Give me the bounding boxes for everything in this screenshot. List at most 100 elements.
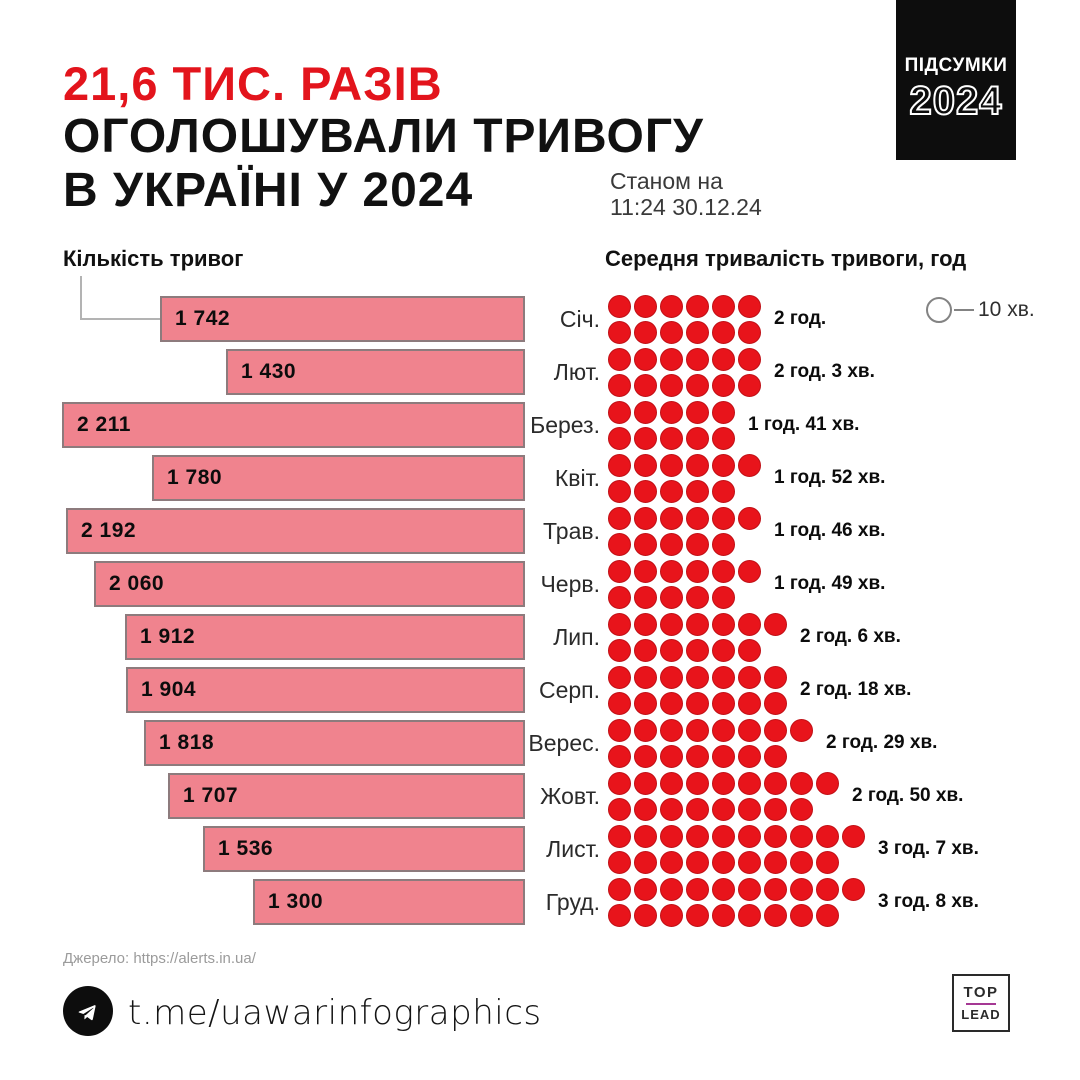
ten-minute-dot-icon bbox=[738, 453, 761, 477]
ten-minute-dot-icon bbox=[608, 744, 631, 768]
duration-dot-group: 1 год. 52 хв. bbox=[608, 452, 885, 504]
alerts-bar: 2 060 bbox=[94, 561, 525, 607]
ten-minute-dot-icon bbox=[738, 347, 761, 371]
bar-value-label: 2 192 bbox=[81, 519, 137, 542]
ten-minute-dot-icon bbox=[712, 559, 735, 583]
duration-label: 3 год. 8 хв. bbox=[878, 891, 979, 912]
ten-minute-dot-icon bbox=[764, 665, 787, 689]
ten-minute-dot-icon bbox=[738, 718, 761, 742]
ten-minute-dot-icon bbox=[660, 797, 683, 821]
ten-minute-dot-icon bbox=[634, 612, 657, 636]
ten-minute-dot-icon bbox=[660, 612, 683, 636]
ten-minute-dot-icon bbox=[660, 400, 683, 424]
toplead-logo: TOP LEAD bbox=[952, 974, 1010, 1032]
duration-label: 1 год. 41 хв. bbox=[748, 414, 860, 435]
ten-minute-dot-icon bbox=[660, 850, 683, 874]
ten-minute-dot-icon bbox=[712, 479, 735, 503]
ten-minute-dot-icon bbox=[842, 824, 865, 848]
ten-minute-dot-icon bbox=[634, 638, 657, 662]
ten-minute-dot-icon bbox=[608, 347, 631, 371]
duration-dot-group: 3 год. 8 хв. bbox=[608, 876, 979, 928]
dot-column bbox=[608, 824, 865, 874]
ten-minute-dot-icon bbox=[738, 320, 761, 344]
ten-minute-dot-icon bbox=[660, 506, 683, 530]
ten-minute-dot-icon bbox=[686, 877, 709, 901]
dot-column bbox=[608, 665, 787, 715]
duration-label: 1 год. 46 хв. bbox=[774, 520, 886, 541]
ten-minute-dot-icon bbox=[660, 426, 683, 450]
ten-minute-dot-icon bbox=[816, 824, 839, 848]
ten-minute-dot-icon bbox=[634, 850, 657, 874]
ten-minute-dot-icon bbox=[712, 347, 735, 371]
ten-minute-dot-icon bbox=[738, 744, 761, 768]
ten-minute-dot-icon bbox=[660, 294, 683, 318]
alerts-bar: 1 912 bbox=[125, 614, 525, 660]
ten-minute-dot-icon bbox=[634, 903, 657, 927]
telegram-plane-glyph bbox=[78, 1005, 96, 1021]
ten-minute-dot-icon bbox=[634, 294, 657, 318]
duration-dot-group: 2 год. 3 хв. bbox=[608, 346, 875, 398]
ten-minute-dot-icon bbox=[660, 479, 683, 503]
ten-minute-dot-icon bbox=[712, 453, 735, 477]
ten-minute-dot-icon bbox=[686, 612, 709, 636]
ten-minute-dot-icon bbox=[634, 320, 657, 344]
duration-label: 2 год. 18 хв. bbox=[800, 679, 912, 700]
ten-minute-dot-icon bbox=[634, 506, 657, 530]
dot-row bbox=[608, 506, 761, 530]
month-label: Лип. bbox=[553, 624, 600, 650]
bar-value-label: 1 707 bbox=[183, 784, 239, 807]
as-of-timestamp: Станом на 11:24 30.12.24 bbox=[610, 168, 762, 220]
ten-minute-dot-icon bbox=[634, 691, 657, 715]
ten-minute-dot-icon bbox=[764, 824, 787, 848]
dot-column bbox=[608, 718, 813, 768]
ten-minute-dot-icon bbox=[608, 400, 631, 424]
ten-minute-dot-icon bbox=[738, 797, 761, 821]
ten-minute-dot-icon bbox=[660, 453, 683, 477]
duration-label: 2 год. 29 хв. bbox=[826, 732, 938, 753]
ten-minute-dot-icon bbox=[712, 426, 735, 450]
header-connector-line bbox=[80, 276, 160, 320]
alerts-bar: 1 707 bbox=[168, 773, 525, 819]
as-of-value: 11:24 30.12.24 bbox=[610, 194, 762, 220]
toplead-logo-divider bbox=[966, 1003, 996, 1005]
duration-label: 3 год. 7 хв. bbox=[878, 838, 979, 859]
dot-row bbox=[608, 559, 761, 583]
ten-minute-dot-icon bbox=[608, 665, 631, 689]
ten-minute-dot-icon bbox=[816, 903, 839, 927]
dot-column bbox=[608, 877, 865, 927]
telegram-handle[interactable]: t.me/uawarinfographics bbox=[128, 993, 542, 1033]
ten-minute-dot-icon bbox=[660, 691, 683, 715]
duration-label: 2 год. 6 хв. bbox=[800, 626, 901, 647]
dot-row bbox=[608, 479, 761, 503]
bar-value-label: 1 430 bbox=[241, 360, 297, 383]
ten-minute-dot-icon bbox=[686, 797, 709, 821]
headline-red: 21,6 ТИС. РАЗІВ bbox=[63, 57, 443, 110]
duration-dot-group: 2 год. 18 хв. bbox=[608, 664, 911, 716]
ten-minute-dot-icon bbox=[608, 718, 631, 742]
dot-column bbox=[608, 294, 761, 344]
ten-minute-dot-icon bbox=[712, 850, 735, 874]
ten-minute-dot-icon bbox=[660, 824, 683, 848]
month-label: Берез. bbox=[530, 412, 600, 438]
ten-minute-dot-icon bbox=[712, 585, 735, 609]
dot-row bbox=[608, 771, 839, 795]
duration-dot-group: 1 год. 41 хв. bbox=[608, 399, 859, 451]
alerts-bar: 1 780 bbox=[152, 455, 525, 501]
ten-minute-dot-icon bbox=[686, 294, 709, 318]
ten-minute-dot-icon bbox=[660, 559, 683, 583]
ten-minute-dot-icon bbox=[764, 691, 787, 715]
dot-row bbox=[608, 638, 787, 662]
dot-column bbox=[608, 453, 761, 503]
ten-minute-dot-icon bbox=[738, 294, 761, 318]
bar-value-label: 2 211 bbox=[77, 413, 131, 436]
ten-minute-dot-icon bbox=[712, 718, 735, 742]
ten-minute-dot-icon bbox=[712, 665, 735, 689]
dot-row bbox=[608, 347, 761, 371]
ten-minute-dot-icon bbox=[634, 797, 657, 821]
dot-row bbox=[608, 691, 787, 715]
ten-minute-dot-icon bbox=[634, 559, 657, 583]
ten-minute-dot-icon bbox=[634, 744, 657, 768]
ten-minute-dot-icon bbox=[712, 744, 735, 768]
telegram-icon[interactable] bbox=[63, 986, 113, 1036]
